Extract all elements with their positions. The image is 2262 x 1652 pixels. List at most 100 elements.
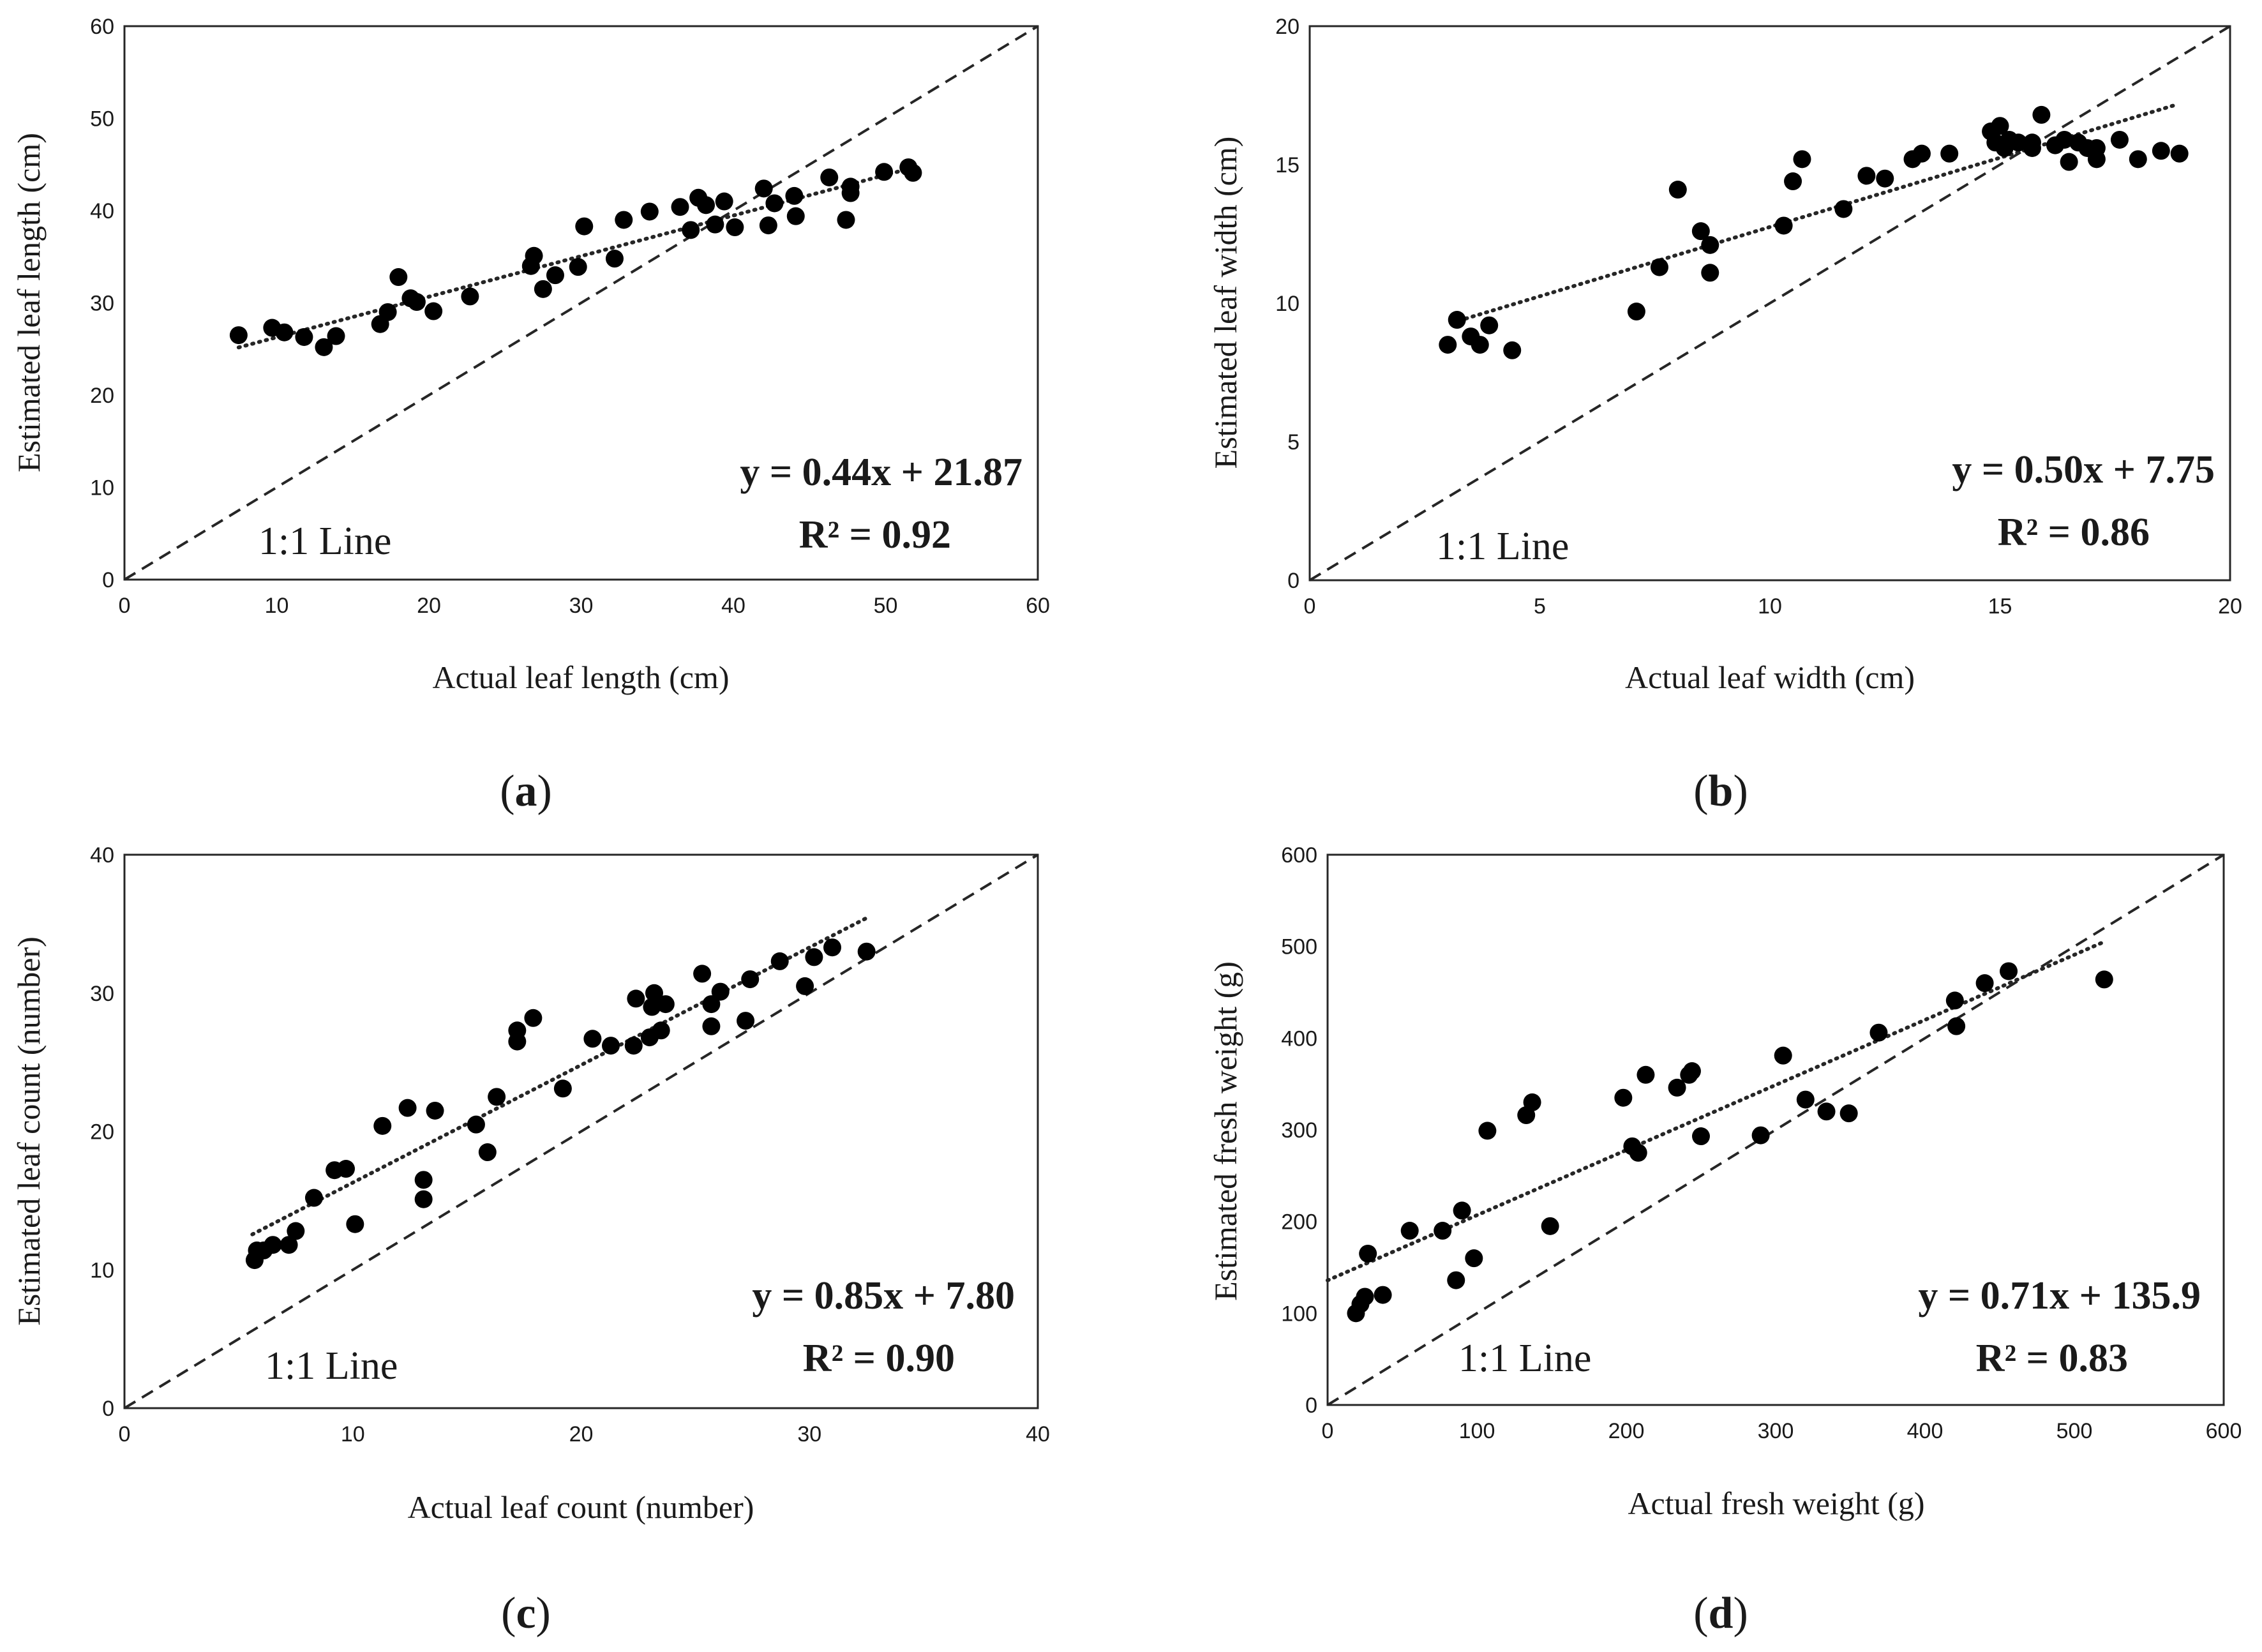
data-point [583, 1030, 602, 1048]
data-point [1465, 1249, 1483, 1268]
data-point [1356, 1288, 1374, 1306]
y-tick-label: 10 [90, 1258, 114, 1282]
regression-equation: y = 0.85x + 7.80 [752, 1274, 1015, 1318]
data-point [1774, 216, 1793, 235]
data-point [857, 942, 876, 961]
data-point [229, 326, 248, 345]
r-squared: R² = 0.92 [799, 513, 951, 557]
y-tick-label: 200 [1281, 1210, 1317, 1235]
x-tick-label: 50 [874, 594, 898, 618]
trend-line [1326, 941, 2104, 1282]
panel-label: (a) [500, 767, 552, 816]
y-tick-label: 0 [1287, 569, 1300, 593]
data-point [1857, 167, 1876, 185]
data-point [461, 287, 479, 306]
trend-line [1450, 103, 2177, 325]
data-point [1400, 1222, 1419, 1240]
data-point [2095, 970, 2113, 989]
data-point [1784, 172, 1802, 191]
y-tick-label: 500 [1281, 935, 1317, 959]
data-point [2055, 130, 2074, 149]
data-point [693, 965, 712, 983]
x-axis-title: Actual fresh weight (g) [1628, 1485, 1924, 1521]
data-point [569, 258, 587, 276]
data-point [467, 1115, 485, 1134]
x-tick-label: 0 [119, 1422, 131, 1446]
panel-label: (c) [501, 1589, 551, 1638]
y-axis-ticks: 0 100 200 300 400 500 600 [1281, 843, 1317, 1418]
chart-panel-a: 0 10 20 30 40 50 60 0 10 20 30 40 50 60 Actual leaf … [11, 15, 1050, 816]
data-point [2170, 144, 2189, 163]
data-point [1453, 1201, 1471, 1220]
data-point [820, 168, 839, 186]
data-point [624, 1037, 643, 1055]
data-point [414, 1171, 433, 1189]
data-point [1869, 1023, 1888, 1042]
data-point [426, 1101, 444, 1120]
one-to-one-line [1326, 853, 2225, 1406]
data-point [1374, 1286, 1392, 1304]
data-point [805, 948, 823, 966]
data-points [1439, 105, 2189, 359]
data-point [786, 207, 805, 225]
data-point [615, 211, 633, 229]
x-axis-title: Actual leaf count (number) [408, 1489, 754, 1525]
data-point [1701, 264, 1719, 282]
y-tick-label: 40 [90, 843, 114, 867]
data-point [1940, 144, 1959, 163]
trend-line [236, 165, 918, 350]
data-point [2087, 139, 2106, 157]
one-to-one-label: 1:1 Line [258, 520, 391, 563]
x-tick-label: 600 [2206, 1419, 2242, 1443]
plot-frame [1308, 25, 2231, 582]
y-tick-label: 0 [102, 568, 114, 592]
x-tick-label: 20 [417, 594, 441, 618]
data-point [737, 1012, 755, 1030]
data-point [1682, 1062, 1701, 1081]
r-squared: R² = 0.83 [1976, 1337, 2128, 1380]
data-point [1434, 1222, 1452, 1240]
data-point [287, 1222, 305, 1240]
regression-equation: y = 0.44x + 21.87 [740, 451, 1022, 494]
x-tick-label: 300 [1758, 1419, 1794, 1443]
y-tick-label: 60 [90, 15, 114, 39]
x-axis-ticks: 0 10 20 30 40 50 60 [119, 594, 1050, 618]
x-tick-label: 10 [265, 594, 289, 618]
data-point [389, 268, 408, 287]
data-point [1359, 1244, 1377, 1263]
chart-panel-b: 0 5 10 15 20 0 5 10 15 20 Actual leaf width (cm)… [1208, 15, 2242, 816]
data-point [553, 1079, 572, 1098]
data-point [2009, 133, 2028, 152]
data-point [656, 995, 675, 1014]
data-point [1439, 336, 1457, 354]
data-point [264, 1236, 282, 1254]
one-to-one-label: 1:1 Line [265, 1344, 398, 1388]
x-axis-ticks: 0 5 10 15 20 [1304, 594, 2242, 619]
data-point [682, 221, 700, 239]
panel-label: (b) [1693, 767, 1748, 816]
y-tick-label: 5 [1287, 430, 1300, 454]
data-point [508, 1032, 527, 1051]
x-axis-title: Actual leaf width (cm) [1625, 659, 1915, 695]
y-tick-label: 20 [90, 1120, 114, 1145]
x-tick-label: 10 [341, 1422, 365, 1446]
x-tick-label: 400 [1907, 1419, 1944, 1443]
data-point [875, 163, 894, 181]
data-point [2060, 153, 2078, 171]
y-tick-label: 50 [90, 107, 114, 131]
y-tick-label: 0 [102, 1397, 114, 1421]
data-point [488, 1088, 506, 1106]
data-point [1975, 974, 1994, 993]
data-point [785, 186, 804, 205]
y-tick-label: 0 [1305, 1393, 1317, 1418]
panel-label: (d) [1693, 1589, 1748, 1638]
data-point [1478, 1122, 1497, 1140]
plot-frame [123, 853, 1039, 1409]
data-point [275, 323, 294, 342]
data-point [1668, 1078, 1686, 1097]
y-tick-label: 400 [1281, 1026, 1317, 1051]
data-point [2152, 142, 2170, 160]
data-point [546, 266, 564, 285]
data-point [796, 977, 814, 995]
data-point [315, 338, 333, 356]
